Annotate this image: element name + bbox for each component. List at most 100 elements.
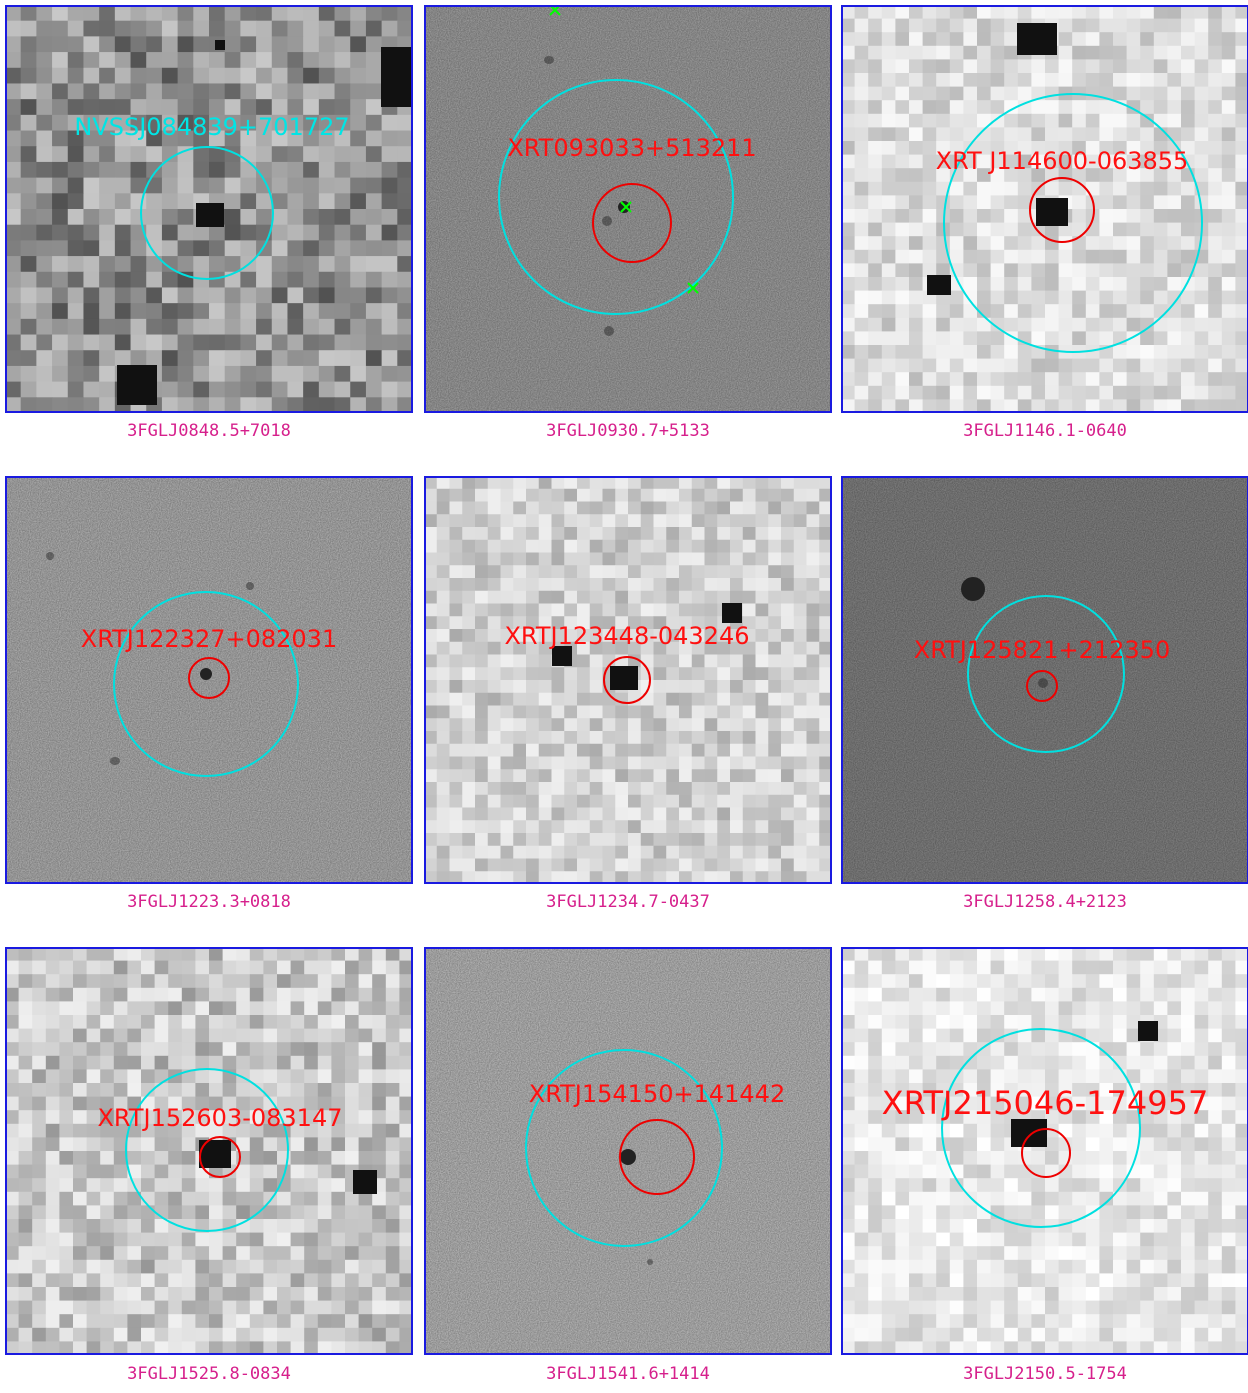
- pixel: [73, 1137, 87, 1151]
- pixel: [1154, 1273, 1168, 1287]
- pixel: [1072, 1056, 1086, 1070]
- pixel: [382, 115, 398, 131]
- pixel: [250, 1151, 264, 1165]
- pixel: [450, 629, 463, 642]
- pixel: [146, 303, 162, 319]
- pixel: [195, 1042, 209, 1056]
- pixel: [52, 115, 68, 131]
- pixel: [1181, 73, 1195, 87]
- pixel: [193, 178, 209, 194]
- pixel: [590, 846, 603, 859]
- pixel: [59, 1124, 73, 1138]
- pixel: [705, 693, 718, 706]
- pixel: [46, 1137, 60, 1151]
- pixel: [372, 1001, 386, 1015]
- image-panel: XRT093033+513211: [424, 5, 832, 413]
- pixel: [131, 335, 147, 351]
- pixel: [977, 947, 991, 961]
- pixel: [462, 846, 475, 859]
- pixel: [141, 1314, 155, 1328]
- pixel: [628, 769, 641, 782]
- pixel: [590, 502, 603, 515]
- pixel: [868, 947, 882, 961]
- pixel: [303, 21, 319, 37]
- pixel: [1086, 1287, 1100, 1301]
- pixel: [146, 5, 162, 21]
- pixel: [52, 366, 68, 382]
- pixel: [936, 1001, 950, 1015]
- pixel: [115, 83, 131, 99]
- pixel: [1072, 1124, 1086, 1138]
- pixel: [991, 195, 1005, 209]
- source-blob: [961, 577, 985, 601]
- pixel: [679, 757, 692, 770]
- pixel: [359, 1001, 373, 1015]
- pixel: [730, 820, 743, 833]
- pixel: [1099, 195, 1113, 209]
- pixel: [1208, 32, 1222, 46]
- pixel: [730, 514, 743, 527]
- pixel: [318, 1083, 332, 1097]
- pixel: [963, 1287, 977, 1301]
- pixel: [666, 795, 679, 808]
- pixel: [115, 36, 131, 52]
- pixel: [114, 961, 128, 975]
- pixel: [345, 1001, 359, 1015]
- pixel: [115, 193, 131, 209]
- pixel: [1195, 1001, 1209, 1015]
- pixel: [1195, 168, 1209, 182]
- pixel: [46, 1069, 60, 1083]
- pixel: [1113, 1124, 1127, 1138]
- pixel: [768, 718, 781, 731]
- pixel: [794, 655, 807, 668]
- pixel: [386, 961, 400, 975]
- pixel: [240, 287, 256, 303]
- pixel: [450, 731, 463, 744]
- pixel: [488, 757, 501, 770]
- image-panel: XRT J114600-063855: [841, 5, 1248, 414]
- pixel: [73, 1192, 87, 1206]
- pixel: [345, 988, 359, 1002]
- pixel: [679, 693, 692, 706]
- pixel: [666, 833, 679, 846]
- pixel: [287, 209, 303, 225]
- pixel: [1086, 182, 1100, 196]
- pixel: [692, 833, 705, 846]
- pixel: [991, 1233, 1005, 1247]
- pixel: [182, 1178, 196, 1192]
- pixel: [114, 1328, 128, 1342]
- pixel: [87, 1246, 101, 1260]
- pixel: [1045, 1260, 1059, 1274]
- pixel: [1072, 1192, 1086, 1206]
- pixel: [1099, 236, 1113, 250]
- pixel: [36, 209, 52, 225]
- pixel: [882, 263, 896, 277]
- pixel: [882, 345, 896, 359]
- pixel: [1004, 263, 1018, 277]
- pixel: [1086, 236, 1100, 250]
- pixel: [882, 1029, 896, 1043]
- pixel: [272, 52, 288, 68]
- panel-caption: 3FGLJ2150.5-1754: [963, 1364, 1127, 1384]
- pixel: [1059, 386, 1073, 400]
- pixel: [895, 386, 909, 400]
- pixel: [1072, 250, 1086, 264]
- pixel: [950, 1205, 964, 1219]
- pixel: [272, 68, 288, 84]
- pixel: [193, 366, 209, 382]
- pixel: [1167, 236, 1181, 250]
- pixel: [1167, 372, 1181, 386]
- pixel: [223, 1328, 237, 1342]
- pixel: [240, 178, 256, 194]
- pixel: [923, 988, 937, 1002]
- pixel: [807, 693, 820, 706]
- pixel: [909, 155, 923, 169]
- pixel: [807, 616, 820, 629]
- pixel: [1222, 961, 1236, 975]
- pixel: [781, 859, 794, 872]
- pixel: [868, 1029, 882, 1043]
- pixel: [462, 795, 475, 808]
- pixel: [287, 382, 303, 398]
- pixel: [5, 1328, 19, 1342]
- pixel: [936, 318, 950, 332]
